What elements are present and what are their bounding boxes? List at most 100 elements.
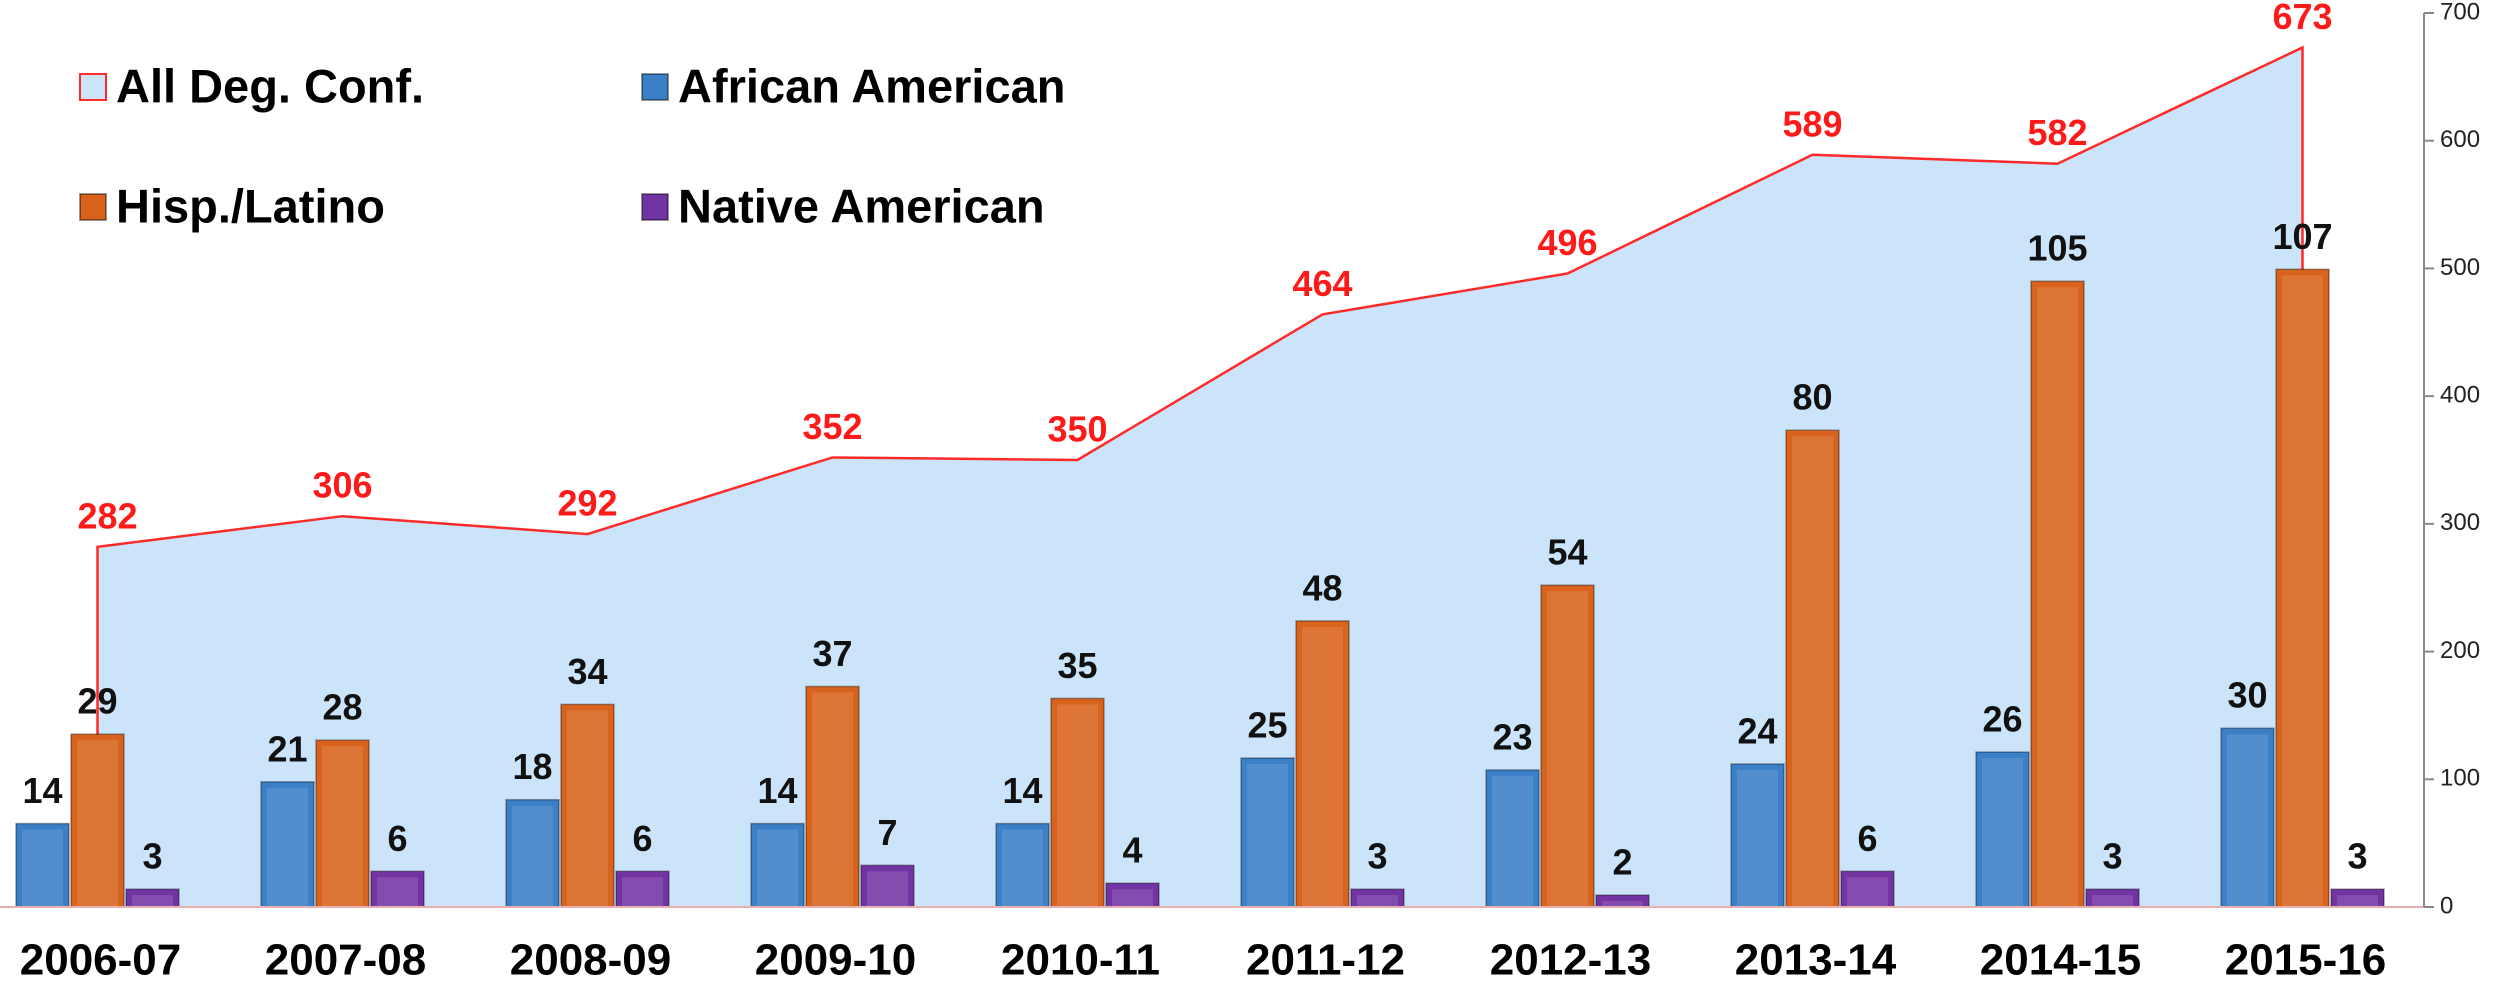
bar-bevel: [1547, 591, 1588, 907]
data-label: 34: [567, 651, 607, 692]
data-label: 28: [322, 687, 362, 728]
bar: [70, 733, 125, 908]
data-label: 30: [2227, 675, 2267, 716]
bar-bevel: [2092, 895, 2133, 907]
data-label: 21: [267, 728, 307, 769]
data-label: 24: [1737, 710, 1777, 751]
bar-bevel: [1792, 436, 1833, 907]
bar-bevel: [1302, 626, 1343, 907]
data-label: 282: [77, 495, 137, 536]
bar: [615, 870, 670, 908]
data-label: 673: [2272, 0, 2332, 37]
bar-bevel: [2227, 734, 2268, 907]
x-tick-label: 2009-10: [755, 936, 916, 985]
data-label: 29: [77, 681, 117, 722]
bar-bevel: [22, 829, 63, 907]
data-label: 352: [802, 406, 862, 447]
data-label: 18: [512, 746, 552, 787]
y2-tick-label: 700: [2440, 0, 2480, 25]
data-label: 3: [1367, 836, 1387, 877]
area: [97, 47, 2303, 908]
y2-tick-label: 200: [2440, 637, 2480, 664]
bar: [1485, 769, 1540, 908]
data-label: 54: [1547, 532, 1587, 573]
bar: [2220, 727, 2275, 908]
data-label: 6: [1857, 818, 1877, 859]
bar-bevel: [77, 740, 118, 907]
legend-label: Native American: [678, 179, 1045, 232]
bar-bevel: [1847, 877, 1888, 907]
bar: [1240, 757, 1295, 908]
data-label: 350: [1047, 409, 1107, 450]
bar-bevel: [2037, 287, 2078, 907]
bar-bevel: [2337, 895, 2378, 907]
data-label: 105: [2027, 228, 2087, 269]
data-label: 2: [1612, 842, 1632, 883]
bar: [1050, 697, 1105, 908]
bar-bevel: [1057, 704, 1098, 907]
data-label: 3: [2102, 836, 2122, 877]
bar: [260, 781, 315, 908]
data-label: 292: [557, 483, 617, 524]
bar-bevel: [1002, 829, 1043, 907]
legend-swatch: [641, 193, 669, 221]
data-label: 306: [312, 465, 372, 506]
bar-bevel: [1112, 889, 1153, 907]
bar-bevel: [512, 805, 553, 907]
x-tick-label: 2015-16: [2225, 936, 2386, 985]
bar-bevel: [1602, 901, 1643, 907]
x-tick-label: 2007-08: [265, 936, 426, 985]
legend-swatch: [79, 73, 107, 101]
y2-tick-label: 600: [2440, 126, 2480, 153]
bar-bevel: [1982, 758, 2023, 907]
bar-bevel: [757, 829, 798, 907]
data-label: 80: [1792, 377, 1832, 418]
legend-label: Hisp./Latino: [116, 179, 385, 232]
bar-bevel: [322, 746, 363, 907]
data-label: 589: [1782, 103, 1842, 144]
data-label: 14: [22, 770, 62, 811]
bar: [860, 864, 915, 908]
x-tick-label: 2006-07: [20, 936, 181, 985]
y2-tick-label: 500: [2440, 254, 2480, 281]
data-label: 7: [877, 812, 897, 853]
bar: [1975, 751, 2030, 908]
bar-bevel: [2282, 275, 2323, 907]
bar: [2030, 280, 2085, 908]
data-label: 3: [142, 836, 162, 877]
data-label: 6: [387, 818, 407, 859]
bar-bevel: [1737, 769, 1778, 907]
y2-tick-label: 300: [2440, 509, 2480, 536]
bar: [315, 739, 370, 908]
bar: [805, 685, 860, 908]
data-label: 26: [1982, 699, 2022, 740]
bar-bevel: [377, 877, 418, 907]
legend-label: African American: [678, 59, 1065, 112]
data-label: 464: [1292, 263, 1352, 304]
bar-bevel: [622, 877, 663, 907]
x-tick-label: 2014-15: [1980, 936, 2141, 985]
bar-bevel: [567, 710, 608, 907]
data-label: 496: [1537, 222, 1597, 263]
data-label: 3: [2347, 836, 2367, 877]
area-line: [96, 45, 2304, 907]
legend-swatch: [79, 193, 107, 221]
legend-swatch: [641, 73, 669, 101]
bar-bevel: [1247, 764, 1288, 907]
x-tick-label: 2011-12: [1246, 936, 1405, 985]
legend-label: All Deg. Conf.: [116, 59, 424, 112]
bar: [995, 822, 1050, 908]
x-tick-label: 2013-14: [1735, 936, 1897, 985]
bar-bevel: [132, 895, 173, 907]
bar-bevel: [812, 692, 853, 907]
y2-tick-label: 400: [2440, 381, 2480, 408]
data-label: 37: [812, 633, 852, 674]
bar-bevel: [267, 787, 308, 907]
bar: [1785, 429, 1840, 908]
x-tick-label: 2010-11: [1001, 936, 1160, 985]
bar-bevel: [1357, 895, 1398, 907]
data-label: 35: [1057, 645, 1097, 686]
data-label: 107: [2272, 216, 2332, 257]
data-label: 6: [632, 818, 652, 859]
